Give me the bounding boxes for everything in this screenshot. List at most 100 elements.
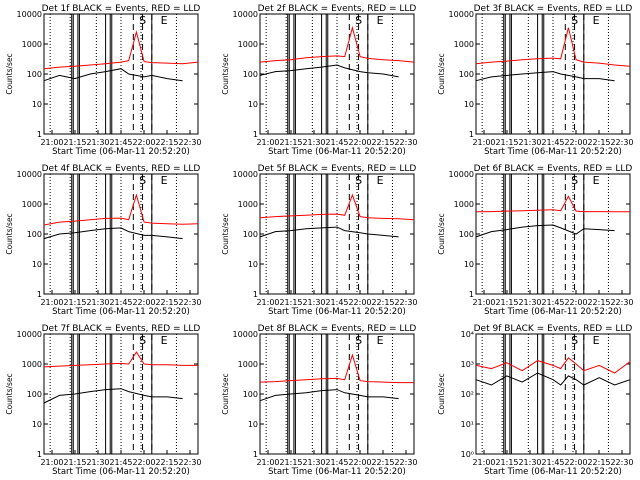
y-tick-label: 1000 — [454, 200, 474, 209]
x-tick-label: 21:00 — [472, 458, 495, 467]
marker-start: S — [355, 334, 362, 347]
x-tick-label: 22:00 — [564, 138, 587, 147]
y-tick-label: 1000 — [22, 200, 42, 209]
chart-title: Det 1f BLACK = Events, RED = LLD — [42, 4, 201, 14]
x-tick-label: 22:30 — [394, 138, 417, 147]
x-tick-label: 21:30 — [518, 138, 541, 147]
y-tick-label: 100 — [27, 70, 42, 79]
x-tick-label: 21:30 — [86, 458, 109, 467]
y-tick-label: 1 — [253, 290, 258, 299]
x-tick-label: 21:45 — [109, 298, 132, 307]
chart-title: Det 4f BLACK = Events, RED = LLD — [42, 164, 201, 174]
y-tick-label: 1000 — [22, 360, 42, 369]
y-tick-label: 1 — [37, 130, 42, 139]
y-tick-label: 1 — [37, 290, 42, 299]
y-axis-label: Counts/sec — [437, 213, 446, 254]
x-tick-label: 21:15 — [495, 298, 518, 307]
x-tick-label: 21:15 — [63, 138, 86, 147]
x-tick-label: 21:15 — [63, 458, 86, 467]
series-line — [43, 227, 183, 240]
x-tick-label: 21:00 — [256, 138, 279, 147]
x-tick-label: 22:00 — [132, 138, 155, 147]
marker-end: E — [593, 334, 600, 347]
marker-end: E — [161, 174, 168, 187]
chart-title: Det 9f BLACK = Events, RED = LLD — [474, 324, 633, 334]
y-tick-label: 100 — [27, 230, 42, 239]
x-tick-label: 22:30 — [178, 298, 201, 307]
chart-title: Det 7f BLACK = Events, RED = LLD — [42, 324, 201, 334]
marker-start: S — [355, 174, 362, 187]
y-axis-label: Counts/sec — [221, 373, 230, 414]
y-tick-label: 100 — [243, 70, 258, 79]
marker-end: E — [161, 334, 168, 347]
series-line — [43, 193, 199, 226]
y-tick-label: 100 — [27, 390, 42, 399]
x-tick-label: 21:00 — [40, 138, 63, 147]
x-tick-label: 21:00 — [40, 458, 63, 467]
y-tick-label: 10³ — [461, 360, 474, 369]
x-tick-label: 21:15 — [495, 458, 518, 467]
marker-end: E — [593, 14, 600, 27]
y-axis-label: Counts/sec — [5, 373, 14, 414]
y-tick-label: 1000 — [238, 40, 258, 49]
marker-end: E — [377, 174, 384, 187]
x-tick-label: 22:30 — [394, 298, 417, 307]
x-tick-label: 22:00 — [348, 298, 371, 307]
y-tick-label: 10000 — [17, 10, 42, 19]
marker-start: S — [355, 14, 362, 27]
series-line — [43, 388, 183, 404]
x-tick-label: 22:15 — [155, 298, 178, 307]
x-tick-label: 22:15 — [371, 298, 394, 307]
marker-start: S — [139, 14, 146, 27]
y-tick-label: 10¹ — [461, 420, 474, 429]
y-tick-label: 10000 — [449, 10, 474, 19]
marker-start: S — [571, 334, 578, 347]
x-tick-label: 22:15 — [371, 458, 394, 467]
x-tick-label: 22:30 — [610, 298, 633, 307]
chart-title: Det 8f BLACK = Events, RED = LLD — [258, 324, 417, 334]
y-tick-label: 10 — [464, 260, 474, 269]
x-tick-label: 22:00 — [132, 298, 155, 307]
x-tick-label: 22:15 — [587, 458, 610, 467]
marker-start: S — [139, 334, 146, 347]
y-axis-label: Counts/sec — [5, 213, 14, 254]
series-line — [475, 372, 631, 386]
y-tick-label: 10 — [32, 420, 42, 429]
marker-end: E — [377, 334, 384, 347]
chart-title: Det 3f BLACK = Events, RED = LLD — [474, 4, 633, 14]
x-tick-label: 21:15 — [279, 458, 302, 467]
x-tick-label: 21:30 — [302, 298, 325, 307]
y-tick-label: 10000 — [17, 330, 42, 339]
x-axis-label: Start Time (06-Mar-11 20:52:20) — [52, 147, 190, 157]
chart-title: Det 2f BLACK = Events, RED = LLD — [258, 4, 417, 14]
series-line — [43, 351, 198, 368]
series-line — [259, 389, 399, 402]
x-tick-label: 21:15 — [495, 138, 518, 147]
chart-panel: Det 2f BLACK = Events, RED = LLD 21:00 21:… — [221, 4, 418, 157]
y-tick-label: 100 — [459, 70, 474, 79]
series-line — [259, 353, 414, 384]
y-tick-label: 1000 — [22, 40, 42, 49]
marker-start: S — [571, 174, 578, 187]
x-tick-label: 21:15 — [63, 298, 86, 307]
x-tick-label: 22:30 — [178, 138, 201, 147]
y-tick-label: 10² — [461, 390, 474, 399]
series-line — [475, 224, 615, 238]
x-axis-label: Start Time (06-Mar-11 20:52:20) — [268, 307, 406, 317]
x-tick-label: 21:45 — [109, 138, 132, 147]
x-tick-label: 21:45 — [325, 138, 348, 147]
chart-title: Det 6f BLACK = Events, RED = LLD — [474, 164, 633, 174]
x-tick-label: 21:30 — [86, 298, 109, 307]
x-tick-label: 21:00 — [472, 138, 495, 147]
y-tick-label: 10000 — [449, 170, 474, 179]
series-line — [475, 195, 630, 213]
y-tick-label: 100 — [459, 230, 474, 239]
series-line — [43, 30, 199, 70]
x-tick-label: 21:00 — [472, 298, 495, 307]
y-tick-label: 10000 — [233, 330, 258, 339]
series-line — [43, 68, 183, 82]
